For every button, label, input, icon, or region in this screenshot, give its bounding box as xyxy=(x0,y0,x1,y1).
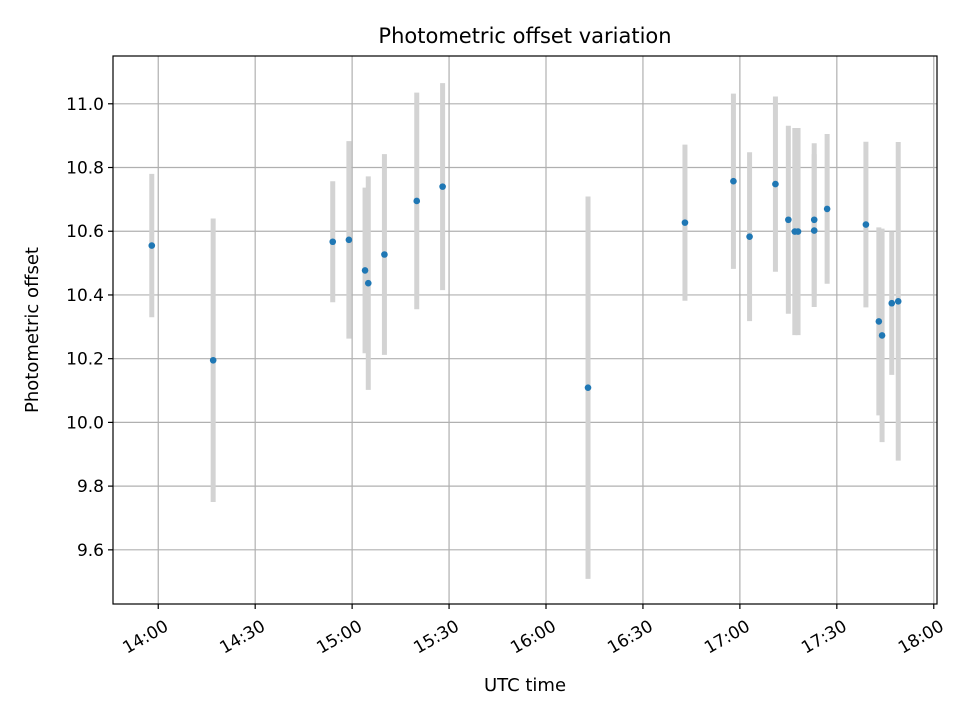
data-points xyxy=(148,177,902,391)
y-tick-label: 11.0 xyxy=(66,95,104,115)
data-point xyxy=(209,356,217,364)
data-point xyxy=(681,219,689,226)
data-point xyxy=(888,299,896,307)
y-axis-ticks: 9.6 9.8 10.0 10.2 10.4 10.6 10.8 11.0 xyxy=(66,95,113,561)
data-point xyxy=(381,251,388,258)
y-axis-label: Photometric offset xyxy=(22,247,43,413)
y-tick-label: 10.4 xyxy=(66,286,104,306)
y-tick-label: 10.6 xyxy=(66,222,104,242)
data-point xyxy=(823,205,831,213)
chart-title: Photometric offset variation xyxy=(378,24,671,48)
data-point xyxy=(772,180,779,188)
data-point xyxy=(439,183,446,190)
data-point xyxy=(785,216,792,224)
data-point xyxy=(730,177,737,185)
data-point xyxy=(862,221,870,228)
data-point xyxy=(875,318,883,325)
data-point xyxy=(345,236,353,244)
data-point xyxy=(364,279,372,287)
x-axis-label: UTC time xyxy=(484,675,566,696)
data-point xyxy=(148,242,156,249)
data-point xyxy=(361,267,369,274)
data-point xyxy=(413,197,421,205)
y-tick-label: 10.8 xyxy=(66,159,104,179)
plot-frame xyxy=(112,55,938,605)
data-point xyxy=(810,216,818,224)
data-point xyxy=(584,384,592,391)
data-point xyxy=(894,298,902,305)
y-tick-label: 9.8 xyxy=(77,477,104,497)
data-point xyxy=(878,332,886,339)
y-tick-label: 10.2 xyxy=(66,350,104,370)
data-point xyxy=(329,238,337,246)
y-tick-label: 9.6 xyxy=(77,541,104,561)
data-point xyxy=(810,227,818,234)
data-point xyxy=(746,233,753,240)
data-point xyxy=(794,228,802,235)
y-tick-label: 10.0 xyxy=(66,413,104,433)
